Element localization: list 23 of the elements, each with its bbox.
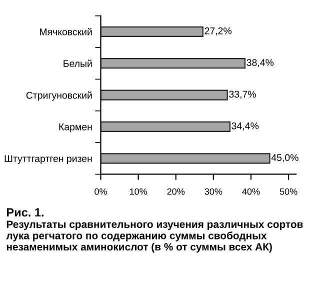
x-tick-label: 20% [167, 188, 185, 195]
y-tick-label: Стригуновский [26, 91, 92, 101]
bar [100, 153, 270, 164]
x-tick-label: 0% [94, 188, 107, 195]
x-tick-label: 10% [130, 188, 148, 195]
bar [100, 26, 204, 37]
y-tick-label: Мячковский [40, 28, 92, 36]
y-tick-label: Кармен [59, 124, 92, 132]
data-label: 27,2% [204, 27, 232, 36]
y-tick-label: Штуттгартген ризен [4, 155, 92, 164]
x-tick-label: 50% [280, 188, 298, 195]
data-label: 34,4% [232, 122, 259, 130]
data-label: 45,0% [271, 154, 298, 162]
x-tick-label: 30% [204, 188, 222, 195]
text: Рис. 1. [6, 208, 44, 217]
bar [100, 121, 231, 132]
data-label: 38,4% [246, 59, 274, 68]
text: Результаты сравнительного изучения различных сортов лука регчатого по содержанию суммы свободных незаменимых аминокислот (в % от суммы всех АК) [6, 220, 303, 253]
data-label: 33,7% [229, 90, 256, 99]
y-tick-label: Белый [64, 60, 92, 67]
bar [100, 90, 228, 100]
bar [100, 58, 246, 69]
x-tick-label: 40% [242, 188, 260, 195]
